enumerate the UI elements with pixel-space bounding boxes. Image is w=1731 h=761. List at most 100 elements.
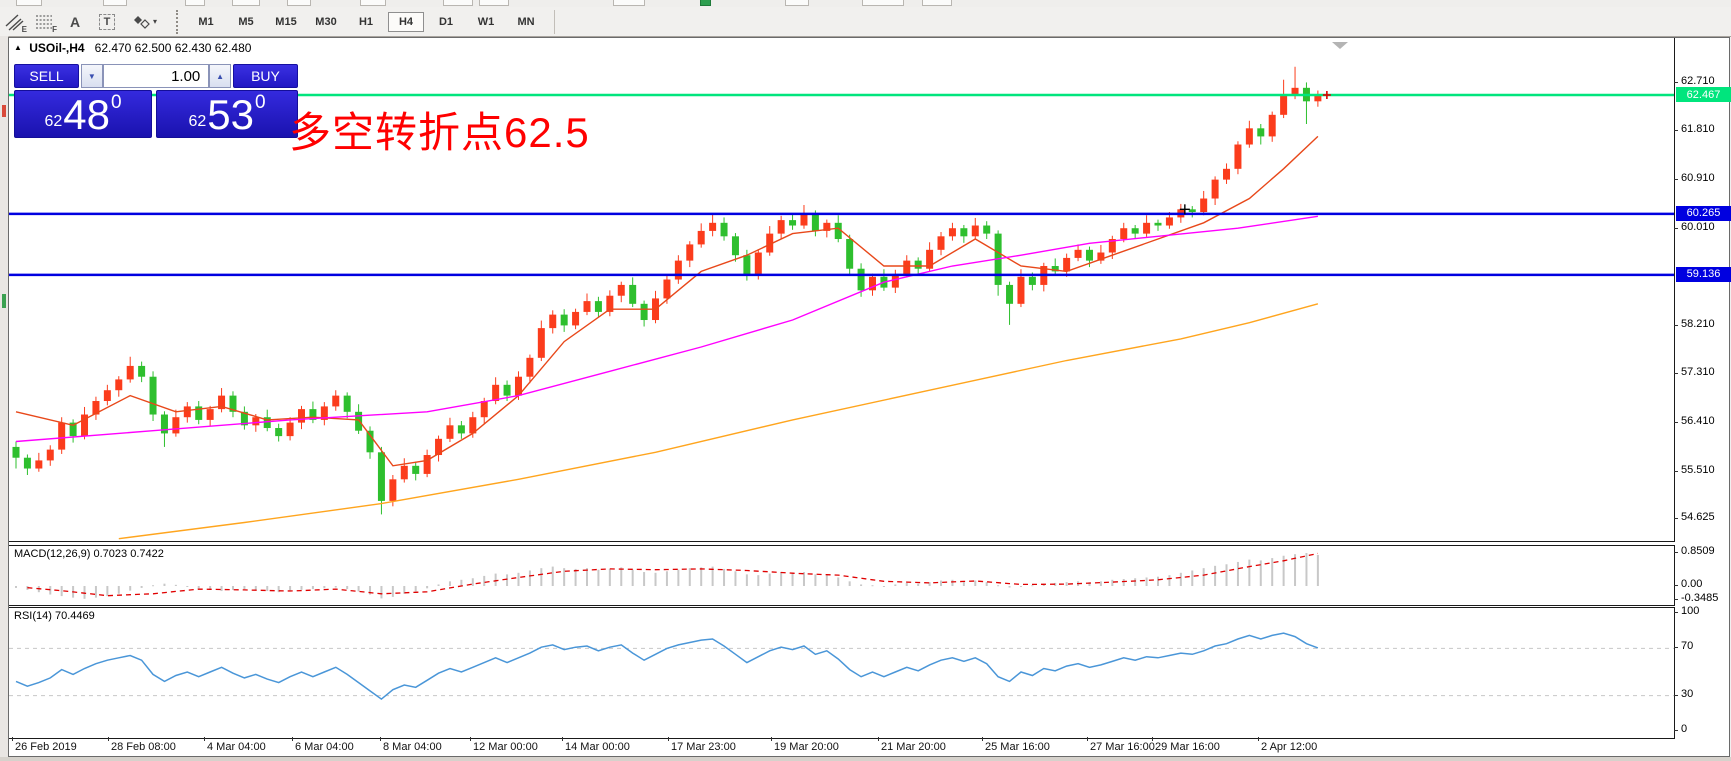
timeframe-button-d1[interactable]: D1: [438, 15, 454, 28]
axis-tick: [1674, 647, 1678, 649]
rsi-axis-label: 70: [1681, 640, 1694, 653]
rsi-pane[interactable]: [9, 607, 1675, 739]
timeframe-button-m1[interactable]: M1: [198, 15, 214, 28]
toolbar-drag-handle[interactable]: [176, 9, 178, 34]
time-axis-label: 8 Mar 04:00: [383, 741, 442, 753]
volume-increase-button[interactable]: ▲: [209, 64, 231, 88]
price-axis-label: 62.710: [1681, 74, 1715, 87]
axis-tick: [1674, 81, 1678, 83]
badge-e: E: [21, 24, 27, 34]
sell-price-display[interactable]: 62 48 0: [14, 90, 152, 138]
text-tool-icon[interactable]: A: [69, 13, 81, 30]
sell-price-sup: 0: [110, 92, 122, 113]
buy-button[interactable]: BUY: [232, 64, 298, 88]
timeframe-button-mn[interactable]: MN: [517, 15, 535, 28]
time-axis-tick: [1087, 737, 1088, 741]
toolbar-fragment: [785, 0, 809, 6]
timeframe-button-m30[interactable]: M30: [315, 15, 337, 28]
timeframe-button-w1[interactable]: W1: [477, 15, 495, 28]
price-axis-label: 61.810: [1681, 123, 1715, 136]
axis-tick: [1674, 598, 1678, 600]
volume-decrease-button[interactable]: ▼: [81, 64, 103, 88]
toolbar-fragment: [16, 0, 42, 6]
one-click-trading-panel: SELL ▼ 1.00 ▲ BUY 62 48 0 62 53 0: [14, 64, 298, 138]
rsi-chart[interactable]: [9, 608, 1674, 738]
time-axis-tick: [771, 737, 772, 741]
time-axis-label: 17 Mar 23:00: [671, 741, 736, 753]
level-price-flag: 59.136: [1676, 266, 1731, 282]
axis-tick: [1674, 518, 1678, 520]
badge-f: F: [52, 24, 57, 34]
price-axis-label: 57.310: [1681, 366, 1715, 379]
buy-price-big: 53: [207, 91, 254, 139]
price-axis-label: 55.510: [1681, 463, 1715, 476]
toolbar-fragment: [185, 0, 205, 6]
axis-tick: [1674, 551, 1678, 553]
macd-chart[interactable]: [9, 546, 1674, 605]
toolbar-fragment: [862, 0, 904, 6]
timeframe-button-h1[interactable]: H1: [358, 15, 374, 28]
chart-text-annotation[interactable]: 多空转折点62.5: [289, 109, 590, 156]
axis-tick: [1674, 324, 1678, 326]
axis-tick: [1674, 730, 1678, 731]
time-axis-tick: [1152, 737, 1153, 741]
status-bar-edge: [0, 757, 1731, 761]
toolbar-fragment: [360, 0, 386, 6]
time-axis-tick: [562, 737, 563, 741]
time-axis-tick: [982, 737, 983, 741]
equidistant-channel-icon[interactable]: E: [1, 10, 29, 34]
macd-signal-value: 0.7422: [130, 548, 164, 560]
macd-axis-label: 0.8509: [1681, 544, 1715, 557]
time-axis-tick: [668, 737, 669, 741]
time-axis-label: 25 Mar 16:00: [985, 741, 1050, 753]
left-edge-red-sliver: [2, 105, 6, 117]
axis-tick: [1674, 179, 1678, 181]
price-axis-label: 54.625: [1681, 511, 1715, 524]
price-axis-label: 56.410: [1681, 415, 1715, 428]
timeframe-button-h4[interactable]: H4: [388, 11, 424, 32]
time-axis-tick: [878, 737, 879, 741]
time-axis-label: 6 Mar 04:00: [295, 741, 354, 753]
macd-main-value: 0.7023: [93, 548, 128, 560]
expand-arrow-icon[interactable]: ▲: [14, 43, 22, 52]
arrows-tool-icon[interactable]: ▾: [125, 10, 165, 34]
ohlc-values: 62.470 62.500 62.430 62.480: [94, 41, 252, 55]
volume-input[interactable]: 1.00: [102, 64, 210, 88]
axis-tick: [1674, 422, 1678, 424]
fibonacci-icon[interactable]: F: [31, 10, 59, 34]
left-edge-green-sliver: [2, 294, 6, 308]
toolbar-fragment: [232, 0, 260, 6]
label-tool-icon[interactable]: T: [91, 10, 123, 34]
price-axis-label: 58.210: [1681, 317, 1715, 330]
buy-price-display[interactable]: 62 53 0: [156, 90, 298, 138]
time-axis-tick: [12, 737, 13, 741]
time-axis-label: 4 Mar 04:00: [207, 741, 266, 753]
rsi-label: RSI(14) 70.4469: [14, 610, 95, 622]
timeframe-button-m5[interactable]: M5: [238, 15, 254, 28]
chart-title: ▲ USOil-,H4 62.470 62.500 62.430 62.480: [14, 41, 251, 55]
upper-toolbar-sliver: [0, 0, 1731, 7]
sell-button[interactable]: SELL: [14, 64, 80, 88]
down-arrow-icon: ▼: [87, 71, 96, 81]
time-axis-tick: [1258, 737, 1259, 741]
time-axis-tick: [204, 737, 205, 741]
up-arrow-icon: ▲: [216, 71, 225, 81]
axis-tick: [1674, 470, 1678, 472]
time-axis-label: 21 Mar 20:00: [881, 741, 946, 753]
chart-toolbar: E F A T ▾ M1 M5 M15 M30 H1 H4 D1 W1 MN: [0, 7, 1731, 37]
axis-tick: [1674, 227, 1678, 229]
sell-price-prefix: 62: [44, 113, 63, 130]
toolbar-fragment: [443, 0, 473, 6]
macd-pane[interactable]: [9, 545, 1675, 606]
macd-axis-label: -0.3485: [1681, 591, 1719, 604]
toolbar-fragment: [479, 0, 509, 6]
time-axis-label: 2 Apr 12:00: [1261, 741, 1318, 753]
rsi-axis-label: 30: [1681, 687, 1694, 700]
time-axis-label: 27 Mar 16:00: [1090, 741, 1155, 753]
time-axis-tick: [292, 737, 293, 741]
toolbar-fragment: [287, 0, 311, 6]
axis-tick: [1674, 612, 1678, 613]
timeframe-button-m15[interactable]: M15: [275, 15, 297, 28]
time-axis-label: 19 Mar 20:00: [774, 741, 839, 753]
